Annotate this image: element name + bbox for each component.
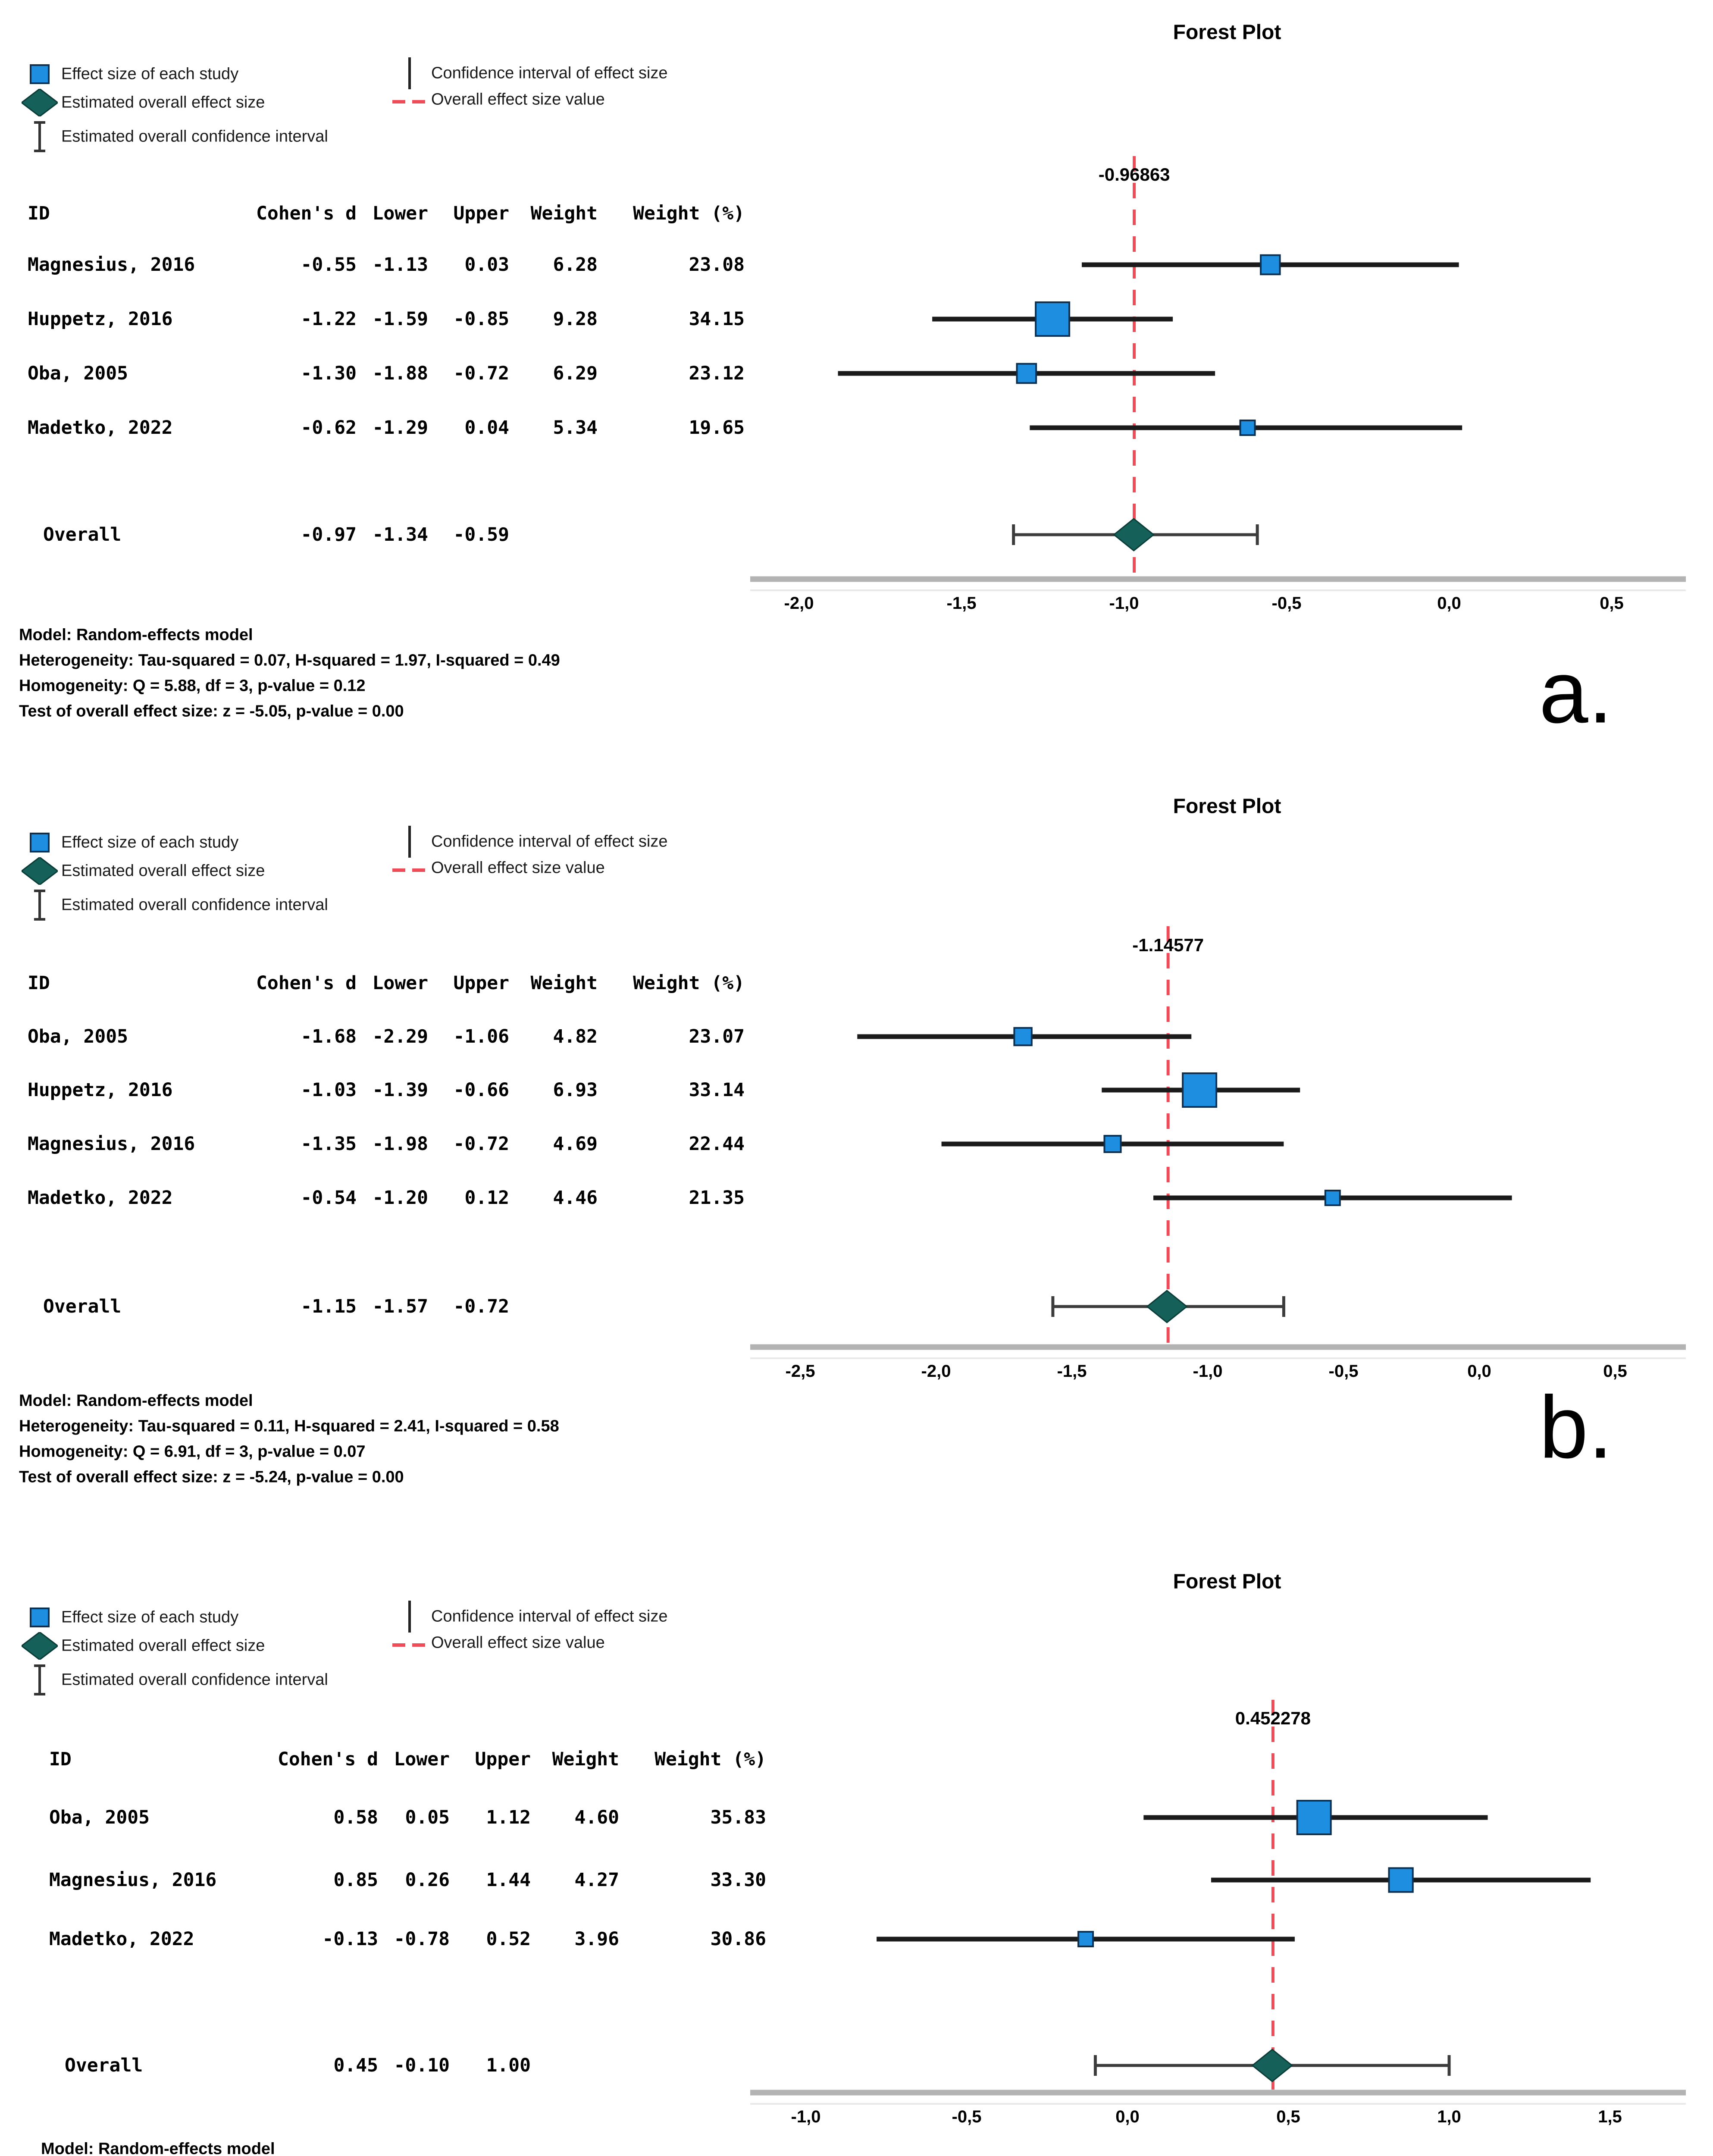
study-effect-marker — [1296, 1800, 1332, 1835]
axis-tick-label: 1,0 — [1437, 2107, 1461, 2126]
study-effect-marker — [1103, 1134, 1122, 1153]
axis-tick-label: 1,5 — [1598, 2107, 1622, 2126]
study-effect-marker — [1035, 301, 1071, 337]
axis-tick-label: 0,0 — [1467, 1362, 1491, 1381]
axis-tick-label: -1,0 — [791, 2107, 821, 2126]
overall-effect-diamond — [1146, 1290, 1188, 1323]
axis-tick-label: -0,5 — [1272, 594, 1302, 613]
axis-tick-label: -1,5 — [1057, 1362, 1087, 1381]
axis-tick-label: -0,5 — [1329, 1362, 1359, 1381]
axis-tick-label: 0,5 — [1603, 1362, 1627, 1381]
axis-tick-label: 0,0 — [1115, 2107, 1140, 2126]
axis-tick-label: 0,5 — [1276, 2107, 1300, 2126]
overall-effect-diamond — [1251, 2049, 1293, 2082]
study-effect-marker — [1077, 1931, 1094, 1947]
axis-tick-label: -1,0 — [1193, 1362, 1223, 1381]
study-effect-marker — [1388, 1867, 1414, 1893]
axis-tick-label: -2,0 — [784, 594, 814, 613]
study-effect-marker — [1016, 363, 1037, 384]
axis-tick-label: -2,5 — [786, 1362, 815, 1381]
axis-tick-label: -2,0 — [921, 1362, 951, 1381]
study-effect-marker — [1239, 420, 1256, 436]
overall-effect-diamond — [1113, 518, 1155, 552]
axis-tick-label: 0,5 — [1600, 594, 1624, 613]
study-effect-marker — [1260, 254, 1281, 276]
axis-tick-label: 0,0 — [1437, 594, 1461, 613]
study-effect-marker — [1013, 1027, 1033, 1047]
axis-tick-label: -1,0 — [1109, 594, 1139, 613]
axis-tick-label: -0,5 — [952, 2107, 982, 2126]
study-effect-marker — [1182, 1072, 1218, 1108]
study-effect-marker — [1324, 1190, 1341, 1206]
axis-tick-label: -1,5 — [947, 594, 977, 613]
